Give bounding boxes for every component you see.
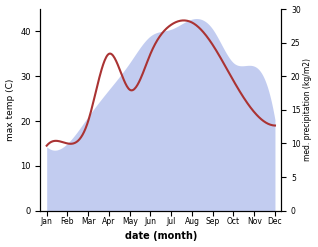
Y-axis label: max temp (C): max temp (C)	[5, 79, 15, 141]
X-axis label: date (month): date (month)	[125, 231, 197, 242]
Y-axis label: med. precipitation (kg/m2): med. precipitation (kg/m2)	[303, 58, 313, 161]
